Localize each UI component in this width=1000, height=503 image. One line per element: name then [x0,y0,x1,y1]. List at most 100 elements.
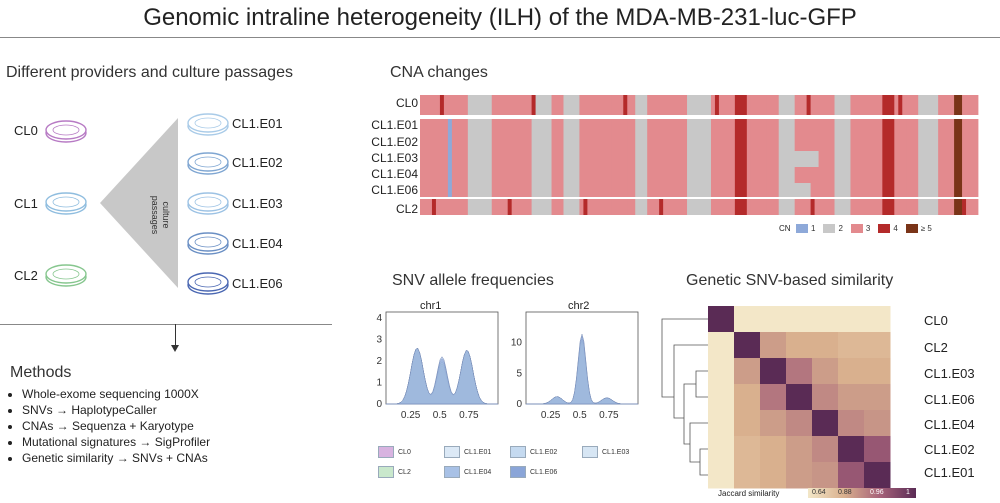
cna-cell [794,135,800,151]
cna-cell [475,151,481,167]
cna-cell [420,135,425,151]
cna-cell [695,183,700,197]
cna-cell [834,119,839,135]
cna-cell [790,183,796,197]
cna-cell [483,167,489,183]
cna-cell [782,119,788,135]
cna-cell [543,119,548,135]
similarity-cell [812,332,839,359]
cna-cell [826,135,831,151]
cna-cell [639,151,644,167]
cna-cell [966,151,971,167]
cna-cell [886,95,891,115]
cna-cell [766,95,772,115]
cna-cell [535,135,540,151]
cna-cell [699,119,704,135]
cna-cell [591,135,596,151]
cna-cell [691,183,696,197]
cna-cell [774,167,780,183]
cna-cell [846,183,851,197]
cna-cell [551,199,556,215]
cna-cell [926,151,931,167]
cna-cell [946,199,951,215]
cna-cell [655,199,660,215]
cna-cell [882,151,887,167]
cna-cell [806,95,811,115]
cna-cell [822,135,827,151]
cna-cell [762,119,768,135]
cna-cell [790,167,796,183]
cna-cell [810,95,815,115]
cna-cell [950,95,955,115]
cna-cell [974,151,979,167]
cna-cell [838,151,843,167]
cna-cell [535,119,540,135]
cna-cell [946,119,951,135]
cna-cell [862,183,867,197]
cna-cell [866,199,871,215]
cna-cell [842,167,847,183]
cna-cell [910,199,915,215]
line-label-cl1: CL1 [14,196,38,211]
cna-cell [810,119,815,135]
cna-cell [834,199,839,215]
cna-cell [695,199,700,215]
cna-cell [706,167,712,183]
cna-cell [886,135,891,151]
cna-cell [679,119,684,135]
cna-cell [830,199,835,215]
cna-cell [786,135,792,151]
cna-cell [603,119,608,135]
cna-cell [667,119,672,135]
cna-cell [683,199,688,215]
snv-legend-label: CL1.E02 [530,448,558,456]
cna-cell [483,135,489,151]
cna-cell [671,167,676,183]
cna-cell [623,183,628,197]
snv-legend-item: CL1.E02 [510,446,557,458]
cna-cell [615,95,620,115]
cna-cell [535,151,540,167]
cna-cell [878,119,883,135]
cna-cell [679,183,684,197]
cna-cell [746,135,752,151]
cna-cell [575,199,580,215]
cna-cell [483,183,489,197]
cna-cell [571,95,576,115]
cna-cell [507,95,513,115]
cna-cell [663,95,668,115]
cna-cell [750,135,756,151]
cna-cell [926,95,931,115]
cna-cell [467,151,473,167]
cna-cell [854,199,859,215]
cna-cell [455,119,461,135]
cna-cell [770,151,776,167]
cna-cell [754,151,760,167]
cna-cell [683,183,688,197]
cna-cell [922,183,927,197]
cna-cell [786,95,792,115]
cna-cell [519,199,525,215]
cna-cell [734,151,740,167]
cna-cell [635,135,640,151]
cna-cell [902,95,907,115]
cna-cell [531,183,536,197]
cna-cell [738,183,744,197]
cna-cell [475,95,481,115]
cna-cell [479,151,485,167]
snv-panel-title: chr2 [568,300,590,312]
cna-cell [659,199,664,215]
cna-cell [762,135,768,151]
cna-cell [647,95,652,115]
cna-cell [926,135,931,151]
cna-cell [587,167,592,183]
cna-cell [738,199,744,215]
similarity-cell [708,384,735,411]
cna-cell [950,135,955,151]
cna-cell [435,151,441,167]
cna-cell [591,199,596,215]
passage-label: culture passages [145,185,171,245]
cna-cell [659,167,664,183]
cna-cell [603,95,608,115]
cna-cell [420,183,425,197]
